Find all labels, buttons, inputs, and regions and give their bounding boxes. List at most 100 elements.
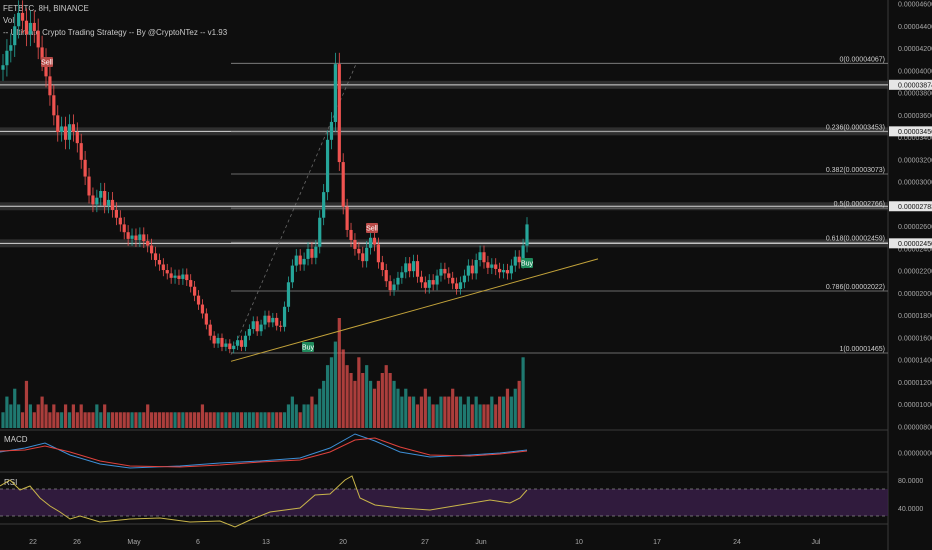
candle-body: [451, 277, 455, 284]
candle-body: [466, 265, 470, 276]
volume-bar: [239, 412, 244, 428]
candle-body: [130, 235, 134, 239]
volume-bar: [220, 412, 224, 428]
volume-bar: [118, 412, 122, 428]
volume-bar: [106, 412, 111, 428]
candle-body: [56, 115, 60, 133]
candle-body: [200, 304, 205, 314]
candle-body: [392, 284, 396, 291]
volume-bar: [259, 412, 263, 428]
volume-bar: [5, 396, 9, 428]
candle-body: [228, 343, 232, 350]
volume-bar: [470, 404, 474, 428]
volume-bar: [181, 412, 185, 428]
volume-bar: [20, 412, 25, 428]
candle-body: [95, 197, 99, 205]
volume-bar: [400, 396, 404, 428]
volume-bar: [486, 404, 490, 428]
volume-bar: [1, 412, 5, 428]
candle-body: [20, 12, 25, 21]
volume-bar: [263, 412, 267, 428]
volume-bar: [153, 412, 158, 428]
volume-bar: [110, 412, 115, 428]
volume-bar: [376, 380, 381, 428]
buy-signal: [302, 342, 314, 352]
volume-bar: [388, 373, 392, 428]
candle-body: [114, 209, 119, 218]
x-tick: 22: [29, 539, 37, 546]
candle-body: [63, 126, 68, 140]
candle-body: [498, 268, 502, 273]
volume-bar: [146, 404, 150, 428]
volume-bar: [189, 412, 193, 428]
rsi-band: [0, 489, 888, 516]
candle-body: [52, 95, 56, 116]
candle-body: [185, 274, 189, 281]
volume-bar: [56, 412, 60, 428]
candle-body: [13, 26, 17, 46]
volume-bar: [306, 404, 310, 428]
volume-bar: [318, 388, 322, 428]
macd-tick: 0.00000000: [898, 451, 932, 458]
candle-body: [239, 340, 244, 347]
volume-bar: [216, 412, 220, 428]
candle-body: [44, 59, 48, 77]
volume-bar: [71, 404, 75, 428]
signal-label: Sell: [366, 226, 378, 233]
candle-body: [455, 283, 459, 289]
volume-bar: [368, 380, 373, 428]
volume-bar: [161, 412, 165, 428]
volume-bar: [349, 373, 353, 428]
candle-body: [40, 47, 44, 60]
buy-signal: [521, 258, 533, 268]
volume-bar: [419, 396, 424, 428]
strategy-label: -- Ultimate Crypto Trading Strategy -- B…: [3, 28, 228, 37]
candle-body: [106, 199, 111, 206]
candle-body: [325, 139, 330, 193]
candle-body: [372, 237, 377, 245]
volume-bar: [353, 380, 357, 428]
candle-body: [490, 264, 494, 268]
macd-line: [0, 433, 528, 469]
candle-body: [521, 245, 525, 263]
price-tag: [889, 238, 932, 249]
candle-body: [435, 275, 439, 285]
volume-bar: [439, 396, 443, 428]
volume-bar: [275, 412, 279, 428]
volume-bar: [329, 357, 334, 428]
volume-bar: [208, 412, 212, 428]
rsi-line: [0, 475, 528, 528]
fib-label: 0.5(0.00002766): [834, 201, 885, 208]
volume-bar: [52, 404, 56, 428]
volume-bar: [474, 396, 478, 428]
volume-bar: [247, 412, 251, 428]
volume-bar: [443, 396, 447, 428]
candle-body: [478, 252, 482, 261]
volume-bar: [325, 365, 330, 428]
volume-bar: [251, 412, 255, 428]
price-tick: 0.00001600: [898, 335, 932, 342]
candle-body: [196, 295, 201, 305]
candle-body: [247, 329, 251, 336]
candle-body: [157, 260, 162, 265]
candle-body: [470, 265, 474, 274]
volume-bar: [236, 412, 240, 428]
price-tag-label: 0.00002783: [898, 204, 932, 211]
candle-body: [189, 280, 193, 287]
candle-body: [208, 324, 212, 336]
candle-body: [517, 256, 521, 263]
candle-body: [306, 248, 310, 259]
candle-body: [212, 335, 216, 344]
price-tag-label: 0.00003456: [898, 129, 932, 136]
candle-body: [36, 30, 40, 48]
volume-bar: [435, 404, 439, 428]
candle-body: [236, 340, 240, 346]
volume-bar: [427, 396, 431, 428]
price-tick: 0.00001200: [898, 380, 932, 387]
fib-label: 1(0.00001465): [839, 346, 885, 353]
candle-body: [110, 199, 115, 210]
price-tag-label: 0.00003874: [898, 82, 932, 89]
sell-signal: [41, 57, 53, 67]
candle-body: [290, 265, 294, 283]
